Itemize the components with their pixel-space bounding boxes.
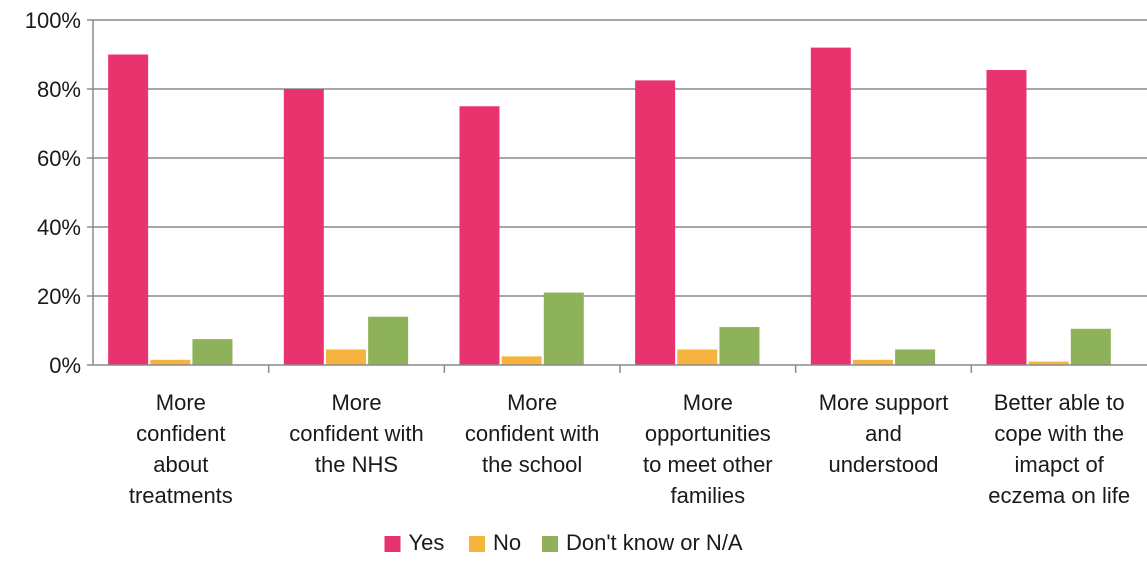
- category-label-line: the NHS: [315, 452, 398, 477]
- bar-no: [677, 349, 718, 365]
- y-tick-label: 20%: [37, 284, 81, 309]
- legend-swatch: [469, 536, 485, 552]
- category-label-line: confident with: [289, 421, 424, 446]
- category-label-line: cope with the: [994, 421, 1124, 446]
- legend-label: No: [493, 530, 521, 555]
- category-label-line: More: [507, 390, 557, 415]
- category-label-line: imapct of: [1015, 452, 1105, 477]
- category-label-line: understood: [828, 452, 938, 477]
- category-label: More confident about treatments: [129, 390, 233, 508]
- category-label-line: More support: [819, 390, 949, 415]
- bar-don-t-know-or-n-a: [543, 292, 584, 365]
- category-label-line: families: [671, 483, 746, 508]
- x-axis: More confident about treatments More confiden…: [93, 364, 1147, 508]
- category-label-line: More: [331, 390, 381, 415]
- bar-yes: [986, 70, 1027, 366]
- category-label-line: about: [153, 452, 208, 477]
- y-tick-label: 80%: [37, 77, 81, 102]
- category-label: More confident with the school: [465, 390, 600, 477]
- bar-yes: [108, 54, 149, 365]
- y-axis: 0% 20% 40% 60% 80% 100%: [25, 8, 94, 378]
- legend-swatch: [542, 536, 558, 552]
- category-label: More support and understood: [819, 390, 949, 477]
- category-label: More confident with the NHS: [289, 390, 424, 477]
- category-label-line: treatments: [129, 483, 233, 508]
- category-label: More opportunities to meet other families: [643, 390, 773, 508]
- bar-yes: [283, 89, 324, 365]
- bar-no: [325, 349, 366, 365]
- gridlines: [93, 19, 1147, 297]
- category-label-line: and: [865, 421, 902, 446]
- legend-label: Don't know or N/A: [566, 530, 743, 555]
- bar-yes: [810, 47, 851, 365]
- bar-yes: [635, 80, 676, 365]
- category-label-line: More: [683, 390, 733, 415]
- y-tick-label: 40%: [37, 215, 81, 240]
- bar-don-t-know-or-n-a: [719, 327, 760, 365]
- category-label-line: Better able to: [994, 390, 1125, 415]
- y-tick-label: 60%: [37, 146, 81, 171]
- bar-yes: [459, 106, 500, 365]
- category-label-line: More: [156, 390, 206, 415]
- legend-label: Yes: [409, 530, 445, 555]
- bar-don-t-know-or-n-a: [895, 349, 936, 365]
- legend: Yes No Don't know or N/A: [384, 530, 743, 555]
- y-tick-label: 0%: [49, 353, 81, 378]
- bar-no: [150, 359, 191, 365]
- bar-don-t-know-or-n-a: [1070, 328, 1111, 365]
- category-label-line: opportunities: [645, 421, 771, 446]
- category-label-line: to meet other: [643, 452, 773, 477]
- bar-no: [852, 359, 893, 365]
- category-label-line: the school: [482, 452, 582, 477]
- bar-no: [1028, 361, 1069, 365]
- bars: [108, 47, 1111, 366]
- category-label: Better able to cope with the imapct of ecze…: [988, 390, 1130, 508]
- category-label-line: confident: [136, 421, 225, 446]
- legend-swatch: [384, 536, 401, 552]
- category-label-line: eczema on life: [988, 483, 1130, 508]
- bar-no: [501, 356, 542, 365]
- category-label-line: confident with: [465, 421, 600, 446]
- bar-don-t-know-or-n-a: [192, 339, 233, 365]
- bar-don-t-know-or-n-a: [368, 316, 409, 365]
- y-tick-label: 100%: [25, 8, 81, 33]
